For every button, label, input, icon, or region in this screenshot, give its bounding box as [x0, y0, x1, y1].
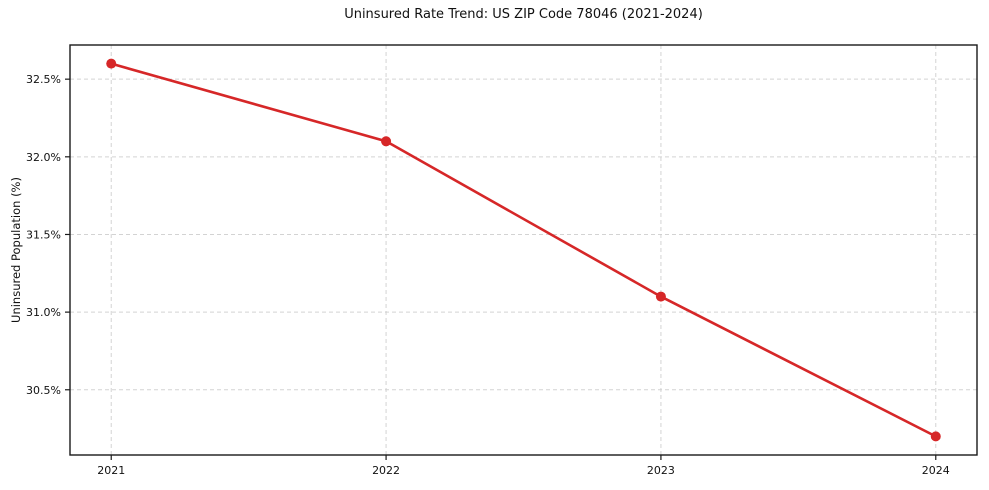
x-tick-label: 2024 — [922, 464, 950, 477]
data-point — [655, 291, 666, 302]
y-tick-label: 31.5% — [26, 228, 61, 241]
trend-line — [109, 62, 938, 438]
x-tick-label: 2023 — [647, 464, 675, 477]
data-point — [381, 136, 392, 147]
x-tick-label: 2022 — [372, 464, 400, 477]
y-tick-label: 31.0% — [26, 306, 61, 319]
y-tick-label: 32.5% — [26, 73, 61, 86]
x-tick-label: 2021 — [97, 464, 125, 477]
plot-border — [69, 44, 978, 456]
chart-title: Uninsured Rate Trend: US ZIP Code 78046 … — [344, 7, 703, 22]
y-tick-label: 32.0% — [26, 151, 61, 164]
data-point — [930, 431, 941, 442]
data-point — [106, 58, 117, 69]
y-tick-label: 30.5% — [26, 384, 61, 397]
